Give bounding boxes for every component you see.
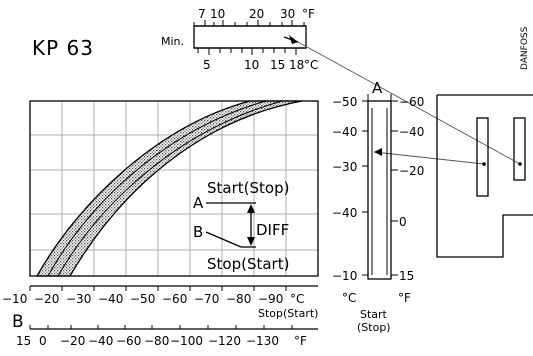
x-c-tick-8: −80 — [226, 292, 251, 306]
scale-start-label: Start — [360, 308, 388, 321]
label-diff: DIFF — [256, 221, 289, 239]
brand-label: DANFOSS — [520, 26, 530, 70]
scale-f-tick-3: −20 — [399, 164, 424, 178]
dial-f-tick-20: 20 — [249, 7, 264, 21]
chart-curve-inner-2 — [57, 100, 283, 277]
fahrenheit-axis: 15 0 −20 −40 −60 −80 −100 −120 −130 °F — [16, 325, 318, 348]
x-c-tick-3: −30 — [66, 292, 91, 306]
x-c-tick-7: −70 — [194, 292, 219, 306]
dial-c-tick-5: 5 — [203, 58, 211, 72]
model-title: KP 63 — [32, 36, 94, 60]
dial-pointer-arrow — [283, 35, 299, 44]
scale-tube — [367, 100, 392, 280]
scale-leader-line — [373, 151, 485, 165]
label-start-stop: Start(Stop) — [207, 179, 289, 197]
celsius-axis: −10 −20 −30 −40 −50 −60 −70 −80 −90 °C — [2, 285, 318, 306]
scale-c-tick-1: −50 — [332, 95, 357, 109]
line-b — [205, 231, 242, 248]
dial-leader-line — [297, 41, 521, 165]
scale-f-tick-1: −60 — [399, 95, 424, 109]
device-front-panel — [436, 94, 533, 258]
x-axis-stop-start-label: Stop(Start) — [258, 307, 318, 320]
x-f-tick-7: −100 — [170, 334, 203, 348]
dial-f-unit: °F — [302, 7, 315, 21]
scale-label-a: A — [372, 79, 383, 97]
scale-f-tick-5: 15 — [399, 269, 414, 283]
dial-f-tick-10: 10 — [210, 7, 225, 21]
panel-slot-right-dot — [518, 162, 522, 166]
panel-slot-left — [476, 117, 489, 197]
x-c-tick-6: −60 — [162, 292, 187, 306]
panel-slot-left-dot — [482, 162, 486, 166]
dial-f-tick-30: 30 — [280, 7, 295, 21]
diff-legend: Start(Stop) A B DIFF Stop(Start) — [193, 179, 289, 273]
x-f-tick-2: 0 — [39, 334, 47, 348]
label-a: A — [193, 194, 204, 212]
x-c-tick-5: −50 — [130, 292, 155, 306]
dial-top-ticks — [193, 20, 305, 26]
dial-c-tick-18: 18 — [289, 58, 304, 72]
x-f-tick-8: −120 — [208, 334, 241, 348]
scale-f-tick-4: 0 — [399, 215, 407, 229]
x-c-tick-9: −90 — [258, 292, 283, 306]
dial-c-tick-10: 10 — [244, 58, 259, 72]
dial-bottom-ticks — [197, 48, 297, 55]
vertical-scale: A −50 −40 −30 −40 −10 −60 −40 −20 0 — [332, 79, 424, 334]
x-f-tick-4: −40 — [88, 334, 113, 348]
dial-c-tick-15: 15 — [270, 58, 285, 72]
panel-slot-right — [513, 117, 526, 181]
scale-c-tick-3: −30 — [332, 160, 357, 174]
panel-outline — [436, 94, 533, 258]
scale-f-tick-2: −40 — [399, 125, 424, 139]
range-chart: Start(Stop) A B DIFF Stop(Start) — [2, 100, 319, 348]
x-f-tick-9: −130 — [246, 334, 279, 348]
x-f-tick-1: 15 — [16, 334, 31, 348]
scale-stop-label: (Stop) — [357, 321, 391, 334]
x-c-tick-4: −40 — [98, 292, 123, 306]
min-dial: Min. — [161, 7, 318, 72]
scale-c-unit: °C — [342, 291, 356, 305]
label-b: B — [193, 223, 203, 241]
x-f-tick-6: −80 — [144, 334, 169, 348]
dial-f-tick-7: 7 — [198, 7, 206, 21]
scale-pointer-arrow — [374, 148, 382, 156]
x-c-tick-2: −20 — [34, 292, 59, 306]
chart-frame — [29, 100, 319, 277]
dial-c-unit: °C — [304, 58, 318, 72]
x-c-unit: °C — [290, 292, 304, 306]
chart-curve-inner-1 — [47, 100, 267, 277]
dial-min-label: Min. — [161, 35, 184, 48]
dial-window — [193, 25, 307, 49]
scale-f-unit: °F — [398, 291, 411, 305]
scale-c-tick-2: −40 — [332, 125, 357, 139]
x-f-unit: °F — [294, 334, 307, 348]
x-f-tick-5: −60 — [116, 334, 141, 348]
x-f-tick-3: −20 — [60, 334, 85, 348]
x-axis-b-label: B — [12, 312, 24, 332]
chart-grid — [30, 101, 318, 276]
x-c-tick-1: −10 — [2, 292, 27, 306]
scale-c-tick-5: −10 — [332, 269, 357, 283]
scale-c-tick-4: −40 — [332, 206, 357, 220]
label-stop-start: Stop(Start) — [207, 255, 289, 273]
